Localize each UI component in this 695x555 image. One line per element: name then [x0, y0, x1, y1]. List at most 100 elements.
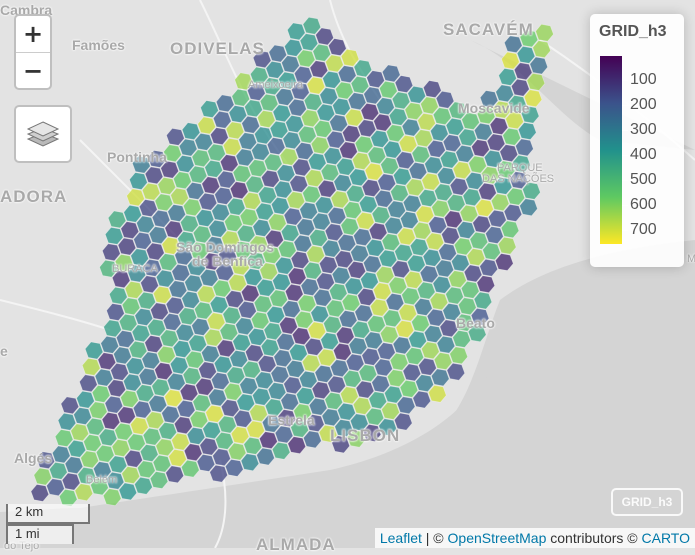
hexagon-cell[interactable] [176, 400, 196, 418]
hexagon-cell[interactable] [327, 375, 346, 394]
hexagon-cell[interactable] [275, 256, 294, 275]
hexagon-cell[interactable] [435, 259, 454, 278]
hexagon-cell[interactable] [327, 207, 347, 225]
hexagon-cell[interactable] [177, 231, 196, 249]
hexagon-cell[interactable] [165, 465, 184, 484]
hexagon-cell[interactable] [402, 194, 422, 213]
hexagon-cell[interactable] [243, 268, 263, 286]
hexagon-cell[interactable] [329, 283, 348, 301]
hexagon-cell[interactable] [183, 443, 203, 462]
hexagon-cell[interactable] [204, 328, 223, 347]
hexagon-cell[interactable] [503, 204, 523, 222]
hexagon-cell[interactable] [118, 313, 138, 332]
hexagon-cell[interactable] [361, 348, 380, 366]
hexagon-cell[interactable] [239, 377, 258, 395]
hexagon-cell[interactable] [142, 427, 162, 446]
hexagon-cell[interactable] [339, 141, 358, 160]
hexagon-cell[interactable] [360, 103, 380, 121]
hexagon-cell[interactable] [195, 209, 215, 227]
hexagon-cell[interactable] [168, 280, 188, 299]
hexagon-cell[interactable] [400, 211, 419, 229]
hexagon-cell[interactable] [393, 167, 412, 186]
hexagon-cell[interactable] [363, 86, 382, 105]
hexagon-cell[interactable] [306, 414, 325, 432]
hexagon-cell[interactable] [340, 386, 359, 405]
hexagon-cell[interactable] [225, 290, 244, 308]
hexagon-cell[interactable] [407, 254, 426, 273]
hexagon-cell[interactable] [427, 140, 446, 158]
hexagon-cell[interactable] [471, 139, 490, 157]
hexagon-cell[interactable] [79, 374, 98, 393]
hexagon-cell[interactable] [111, 439, 131, 457]
hexagon-cell[interactable] [317, 179, 337, 198]
hexagon-cell[interactable] [184, 274, 203, 293]
hexagon-cell[interactable] [33, 467, 52, 486]
hexagon-cell[interactable] [222, 138, 242, 156]
hexagon-cell[interactable] [475, 199, 494, 217]
layers-control-button[interactable] [14, 105, 72, 163]
hexagon-cell[interactable] [324, 392, 343, 410]
hexagon-cell[interactable] [197, 116, 216, 135]
hexagon-cell[interactable] [468, 155, 487, 174]
hexagon-cell[interactable] [289, 175, 308, 193]
hexagon-cell[interactable] [478, 182, 497, 201]
hexagon-cell[interactable] [452, 330, 471, 348]
hexagon-cell[interactable] [172, 340, 192, 358]
hexagon-cell[interactable] [132, 155, 151, 174]
hexagon-cell[interactable] [256, 278, 276, 297]
hexagon-cell[interactable] [267, 382, 287, 400]
hexagon-cell[interactable] [489, 117, 509, 135]
hexagon-cell[interactable] [336, 157, 355, 176]
hexagon-cell[interactable] [374, 189, 394, 208]
hexagon-cell[interactable] [334, 250, 354, 269]
hexagon-cell[interactable] [173, 171, 192, 190]
hexagon-cell[interactable] [278, 71, 297, 90]
hexagon-cell[interactable] [366, 70, 385, 88]
hexagon-cell[interactable] [293, 234, 313, 253]
hexagon-cell[interactable] [228, 274, 247, 292]
hexagon-cell[interactable] [462, 188, 482, 207]
hexagon-cell[interactable] [132, 400, 152, 419]
hexagon-cell[interactable] [368, 391, 387, 410]
hexagon-cell[interactable] [74, 483, 94, 502]
hexagon-cell[interactable] [185, 350, 205, 369]
hexagon-cell[interactable] [164, 389, 183, 407]
hexagon-cell[interactable] [506, 187, 526, 206]
hexagon-cell[interactable] [244, 99, 263, 118]
hexagon-cell[interactable] [392, 336, 412, 355]
hexagon-cell[interactable] [401, 118, 421, 137]
hexagon-cell[interactable] [458, 297, 477, 316]
hexagon-cell[interactable] [218, 246, 237, 265]
hexagon-cell[interactable] [219, 323, 239, 341]
hexagon-cell[interactable] [238, 132, 257, 150]
hexagon-cell[interactable] [535, 23, 554, 42]
hexagon-cell[interactable] [446, 194, 466, 212]
hexagon-cell[interactable] [161, 236, 181, 255]
hexagon-cell[interactable] [270, 365, 290, 384]
hexagon-cell[interactable] [415, 374, 434, 392]
hexagon-cell[interactable] [377, 342, 396, 360]
hexagon-cell[interactable] [293, 403, 312, 422]
hexagon-cell[interactable] [338, 310, 358, 328]
hexagon-cell[interactable] [188, 334, 207, 353]
hexagon-cell[interactable] [231, 257, 250, 276]
hexagon-cell[interactable] [493, 177, 513, 195]
hexagon-cell[interactable] [277, 409, 297, 427]
hexagon-cell[interactable] [289, 343, 308, 362]
hexagon-cell[interactable] [227, 442, 247, 461]
hexagon-cell[interactable] [104, 395, 124, 414]
hexagon-cell[interactable] [495, 84, 514, 103]
hexagon-cell[interactable] [192, 394, 212, 412]
hexagon-cell[interactable] [249, 404, 268, 422]
hexagon-cell[interactable] [273, 180, 293, 199]
hexagon-cell[interactable] [430, 123, 449, 142]
hexagon-cell[interactable] [378, 249, 398, 268]
hexagon-cell[interactable] [165, 296, 185, 315]
hexagon-cell[interactable] [304, 338, 324, 356]
hexagon-cell[interactable] [217, 170, 236, 189]
hexagon-cell[interactable] [111, 270, 131, 289]
hexagon-cell[interactable] [296, 218, 315, 237]
hexagon-cell[interactable] [169, 356, 189, 375]
hexagon-cell[interactable] [519, 198, 538, 217]
hexagon-cell[interactable] [195, 377, 214, 396]
